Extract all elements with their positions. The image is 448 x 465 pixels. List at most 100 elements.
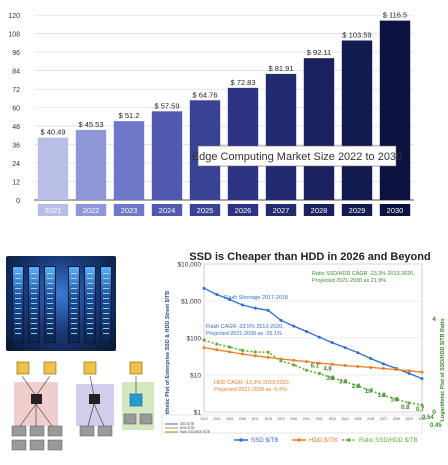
series-point-1 (228, 350, 232, 354)
bar-2023 (113, 121, 145, 200)
ratio-point-label: 0.45 (430, 423, 442, 429)
chart-title-box (197, 145, 397, 167)
flash-cagr-annotation: Flash CAGR -33.5% 2013-2020, (206, 324, 284, 330)
legend-marker (347, 438, 351, 442)
series-point-2 (330, 376, 334, 380)
bar-ytick-label: 108 (8, 32, 20, 39)
series-point-1 (394, 368, 398, 372)
ssd-ytick-label: $10,000 (178, 262, 202, 269)
ratio-cagr-annotation: Ratio SSD/HDD CAGR -23.3% 2013-2020, (312, 271, 415, 277)
bar-ytick-label: 72 (12, 87, 20, 94)
bar-category-label: 2028 (311, 206, 328, 215)
bar-chart-labels: 0 12 24 36 48 60 72 84 96 108 120 $ 40.49 2021 $ 45.5… (8, 11, 407, 215)
bar-category-label: 2027 (273, 206, 290, 215)
bar-category-cell (303, 204, 335, 216)
series-point-1 (407, 369, 411, 373)
flash-projected-annotation: Projected 2021-2030 as -26.1% (206, 331, 282, 337)
series-point-1 (202, 346, 206, 350)
bar-category-cell (151, 204, 183, 216)
bar-ytick-label: 12 (12, 180, 20, 187)
table-year: 2026 (367, 417, 374, 421)
bar-ytick-label: 120 (8, 13, 20, 20)
bar-category-label: 2023 (121, 206, 138, 215)
bar-value-label: $ 45.53 (78, 120, 103, 129)
table-year: 2019 (277, 417, 284, 421)
series-point-2 (381, 393, 386, 397)
series-point-0 (356, 351, 360, 355)
series-point-0 (369, 356, 373, 360)
ssd-ytick-label: $100 (187, 336, 202, 343)
bar-ytick-label: 84 (12, 69, 20, 76)
series-point-1 (382, 366, 386, 370)
ssd-data-table: 2013 2014 2015 2016 2017 2018 2019 2020 2021 2022… (161, 414, 426, 434)
bar-2022 (75, 129, 107, 200)
series-point-1 (292, 358, 296, 362)
series-point-0 (317, 335, 321, 339)
bar-value-label: $ 64.76 (192, 90, 217, 99)
edge-network-diagram (11, 361, 154, 451)
ratio-point-label: 0.8 (401, 405, 410, 411)
ssd-chart-title: SSD is Cheaper than HDD in 2026 and Beyo… (189, 251, 430, 263)
series-point-2 (240, 348, 245, 353)
bar-category-label: 2024 (159, 206, 176, 215)
series-line-0 (203, 287, 423, 380)
ssd-y2tick-label: 0 (432, 409, 436, 416)
series-point-2 (420, 403, 424, 407)
bar-category-label: 2022 (83, 206, 100, 215)
ratio-projected-annotation: Projected 2021-2030 as 21.9% (312, 278, 386, 284)
ssd-chart-annotations: 6.14.8 3.8 3.0 2.3 1.7 1.31.00.8 0.7 0.54 0.45 Fl… (206, 271, 442, 429)
series-line-2 (203, 339, 423, 406)
table-year: 2024 (342, 417, 349, 421)
series-point-2 (253, 350, 257, 354)
bar-value-label: $ 72.83 (230, 78, 255, 87)
series-point-2 (394, 397, 398, 401)
series-point-0 (266, 308, 270, 312)
bar-ytick-label: 96 (12, 50, 20, 57)
edge-computing-bar-chart: 0 12 24 36 48 60 72 84 96 108 120 $ 40.49 2021 $ 45.5… (8, 11, 414, 216)
ratio-point-label: 1.3 (378, 393, 387, 399)
bar-category-cell (113, 204, 145, 216)
bar-value-label: $ 51.2 (119, 111, 140, 120)
series-point-0 (343, 346, 347, 350)
ratio-point-label: 4.8 (323, 366, 332, 372)
series-point-2 (228, 345, 232, 349)
series-point-2 (343, 380, 347, 384)
series-point-2 (202, 338, 206, 342)
ratio-point-label: 3.8 (326, 376, 335, 382)
legend-label: HDD $/TB (309, 437, 337, 444)
table-year: 2027 (380, 417, 387, 421)
series-point-0 (215, 292, 219, 296)
bar-2026 (227, 87, 259, 200)
table-year: 2023 (329, 417, 336, 421)
bar-value-label: $ 57.59 (154, 101, 179, 110)
bar-2030 (379, 20, 411, 200)
ssd-chart-legend: SSD $/TB HDD $/TB Ratio SSD/HDD $/TB (234, 437, 418, 444)
table-year: 2017 (252, 417, 259, 421)
ratio-point-label: 3.0 (339, 380, 348, 386)
series-point-2 (317, 371, 322, 376)
bar-value-label: $ 40.49 (40, 128, 65, 137)
ratio-point-label: 6.1 (311, 363, 320, 369)
series-point-1 (420, 370, 424, 374)
datacenter-photo (6, 256, 116, 351)
series-point-1 (369, 365, 373, 369)
bar-category-label: 2030 (387, 206, 404, 215)
bar-value-label: $ 81.91 (268, 64, 293, 73)
bar-value-label: $ 116.5 (383, 11, 407, 20)
bar-2024 (151, 111, 183, 200)
hdd-projected-annotation: Projected 2021-2030 as -5.4% (214, 387, 287, 393)
series-point-1 (240, 352, 244, 356)
ratio-point-label: 2.3 (352, 384, 361, 390)
hdd-cagr-annotation: HDD CAGR -13.3% 2013-2020, (214, 380, 291, 386)
legend-label: Ratio SSD/HDD $/TB (359, 437, 418, 444)
ssd-vs-hdd-chart: SSD is Cheaper than HDD in 2026 and Beyo… (161, 251, 446, 444)
table-year: 2016 (239, 417, 246, 421)
bar-ytick-label: 24 (12, 161, 20, 168)
table-series-name: SSD $/TB (180, 422, 194, 426)
bar-2028 (303, 58, 335, 200)
series-point-1 (253, 354, 257, 358)
bar-ytick-label: 60 (12, 106, 20, 113)
bar-value-label: $ 92.11 (307, 48, 331, 57)
table-year: 2022 (316, 417, 323, 421)
series-point-1 (317, 361, 321, 365)
